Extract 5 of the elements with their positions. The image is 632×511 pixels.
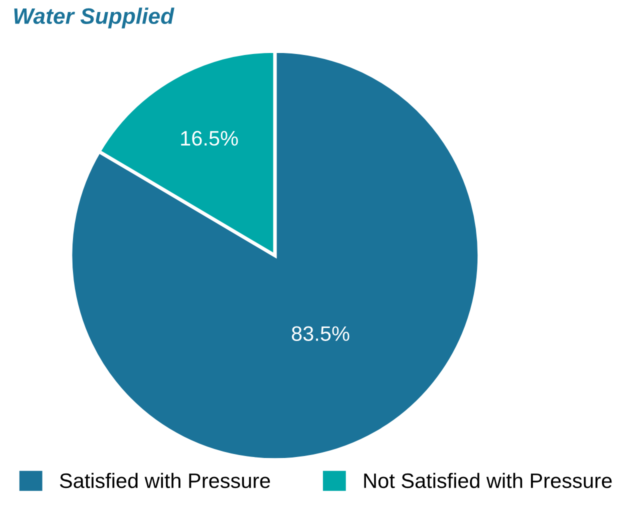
data-label: 16.5% [181,130,238,146]
legend-label: Satisfied with Pressure [60,472,270,488]
legend-label: Not Satisfied with Pressure [364,472,612,488]
chart-title: Water Supplied [14,8,174,28]
data-label: 83.5% [292,326,350,341]
